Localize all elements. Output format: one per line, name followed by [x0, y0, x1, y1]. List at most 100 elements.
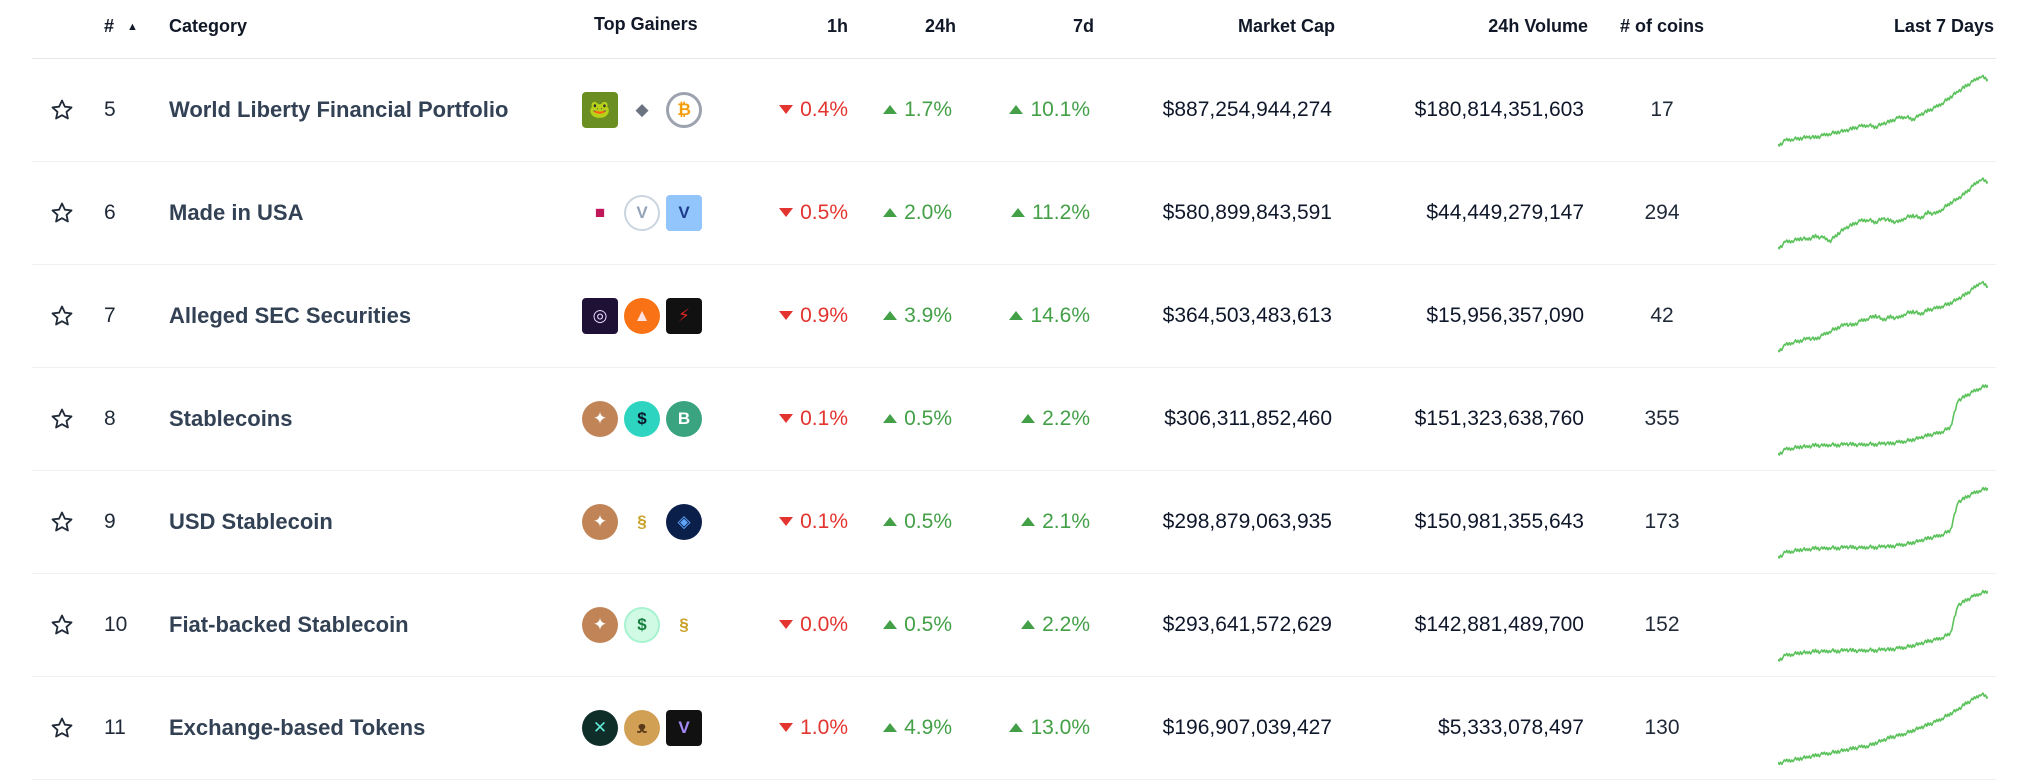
- change-7d-value: 13.0%: [1030, 715, 1090, 739]
- table-row[interactable]: 6 Made in USA ■ V V 0.5% 2.0% 11.2% $580,8…: [32, 161, 1996, 265]
- change-7d: 13.0%: [962, 676, 1090, 779]
- favorite-star-icon[interactable]: [48, 161, 76, 264]
- market-cap: $306,311,852,460: [1164, 406, 1332, 430]
- favorite-star-icon[interactable]: [48, 58, 76, 161]
- table-row[interactable]: 11 Exchange-based Tokens ✕ ᴥ V 1.0% 4.9% 1…: [32, 676, 1996, 780]
- table-row[interactable]: 7 Alleged SEC Securities ◎ ▲ ⚡ 0.9% 3.9% 1…: [32, 264, 1996, 368]
- change-1h-arrow-icon: [779, 620, 794, 629]
- coin-count: 130: [1644, 715, 1680, 739]
- change-1h-arrow-icon: [779, 311, 794, 320]
- 1h-header[interactable]: 1h: [826, 16, 848, 36]
- top-gainers-icons: ✦ $ B: [582, 367, 702, 470]
- change-1h: 0.1%: [732, 470, 848, 573]
- sparkline-chart: [1778, 691, 1988, 765]
- change-24h-value: 1.7%: [904, 97, 952, 121]
- change-7d: 2.1%: [962, 470, 1090, 573]
- change-1h-value: 0.5%: [800, 200, 848, 224]
- top-gainers-header[interactable]: Top Gainers: [594, 14, 698, 34]
- purple-v-icon[interactable]: V: [666, 709, 702, 746]
- favorite-star-icon[interactable]: [48, 264, 76, 367]
- category-name-link[interactable]: World Liberty Financial Portfolio: [169, 96, 509, 122]
- bronze-coin-icon[interactable]: ✦: [582, 606, 618, 643]
- shield-v-icon[interactable]: V: [624, 194, 660, 231]
- blue-v-icon[interactable]: V: [666, 194, 702, 231]
- blue-cube-icon[interactable]: ◈: [666, 503, 702, 540]
- sparkline-7d: [1772, 264, 1992, 367]
- category-name-link[interactable]: Alleged SEC Securities: [169, 302, 412, 328]
- pink-circle-icon[interactable]: ▲: [624, 297, 660, 334]
- sparkline-chart: [1778, 383, 1988, 456]
- change-24h-arrow-icon: [883, 414, 898, 423]
- change-7d-arrow-icon: [1011, 208, 1025, 217]
- change-24h: 2.0%: [852, 161, 952, 264]
- bronze-coin-icon[interactable]: ✦: [582, 400, 618, 437]
- change-24h: 4.9%: [852, 676, 952, 779]
- change-1h-value: 1.0%: [800, 715, 848, 739]
- table-row[interactable]: 10 Fiat-backed Stablecoin ✦ $ § 0.0% 0.5% …: [32, 573, 1996, 677]
- category-header[interactable]: Category: [169, 16, 248, 36]
- change-1h-arrow-icon: [779, 105, 794, 114]
- volume-24h: $180,814,351,603: [1414, 97, 1584, 121]
- category-name-link[interactable]: USD Stablecoin: [169, 508, 333, 534]
- pancake-bunny-icon[interactable]: ᴥ: [624, 709, 660, 746]
- lightning-icon[interactable]: ⚡: [666, 297, 702, 334]
- change-1h-arrow-icon: [779, 723, 794, 732]
- volume-24h: $151,323,638,760: [1414, 406, 1584, 430]
- change-7d: 10.1%: [962, 58, 1090, 161]
- x-coin-icon[interactable]: ✕: [582, 709, 618, 746]
- rank: 7: [104, 303, 116, 327]
- change-1h-value: 0.9%: [800, 303, 848, 327]
- favorite-star-icon[interactable]: [48, 470, 76, 573]
- change-7d: 11.2%: [962, 161, 1090, 264]
- 7d-header[interactable]: 7d: [1072, 16, 1094, 36]
- category-name-link[interactable]: Fiat-backed Stablecoin: [169, 611, 409, 637]
- volume-24h: $5,333,078,497: [1438, 715, 1584, 739]
- ethereum-icon[interactable]: ◆: [635, 99, 649, 119]
- green-dollar-icon[interactable]: $: [624, 606, 660, 643]
- change-1h: 0.5%: [732, 161, 848, 264]
- market-cap: $364,503,483,613: [1162, 303, 1332, 327]
- green-b-icon[interactable]: B: [666, 400, 702, 437]
- volume-24h: $150,981,355,643: [1414, 509, 1584, 533]
- change-24h: 3.9%: [852, 264, 952, 367]
- change-7d-arrow-icon: [1021, 620, 1036, 629]
- market-cap: $293,641,572,629: [1162, 612, 1332, 636]
- change-7d-arrow-icon: [1021, 517, 1036, 526]
- change-24h-arrow-icon: [883, 517, 898, 526]
- favorite-star-icon[interactable]: [48, 676, 76, 779]
- gold-swirl-icon[interactable]: §: [666, 606, 702, 643]
- table-row[interactable]: 5 World Liberty Financial Portfolio 🐸 ◆ ₿ …: [32, 58, 1996, 162]
- pepe-frog-icon[interactable]: 🐸: [582, 91, 618, 128]
- coins-count-header[interactable]: # of coins: [1619, 16, 1704, 36]
- sparkline-7d: [1772, 161, 1992, 264]
- change-24h-value: 0.5%: [904, 509, 952, 533]
- change-24h-arrow-icon: [883, 208, 898, 217]
- change-24h-arrow-icon: [883, 311, 898, 320]
- change-1h: 0.0%: [732, 573, 848, 676]
- gold-swirl-icon[interactable]: §: [624, 503, 660, 540]
- category-name-link[interactable]: Stablecoins: [169, 405, 293, 431]
- bronze-coin-icon[interactable]: ✦: [582, 503, 618, 540]
- dollar-shield-icon[interactable]: $: [624, 400, 660, 437]
- table-row[interactable]: 8 Stablecoins ✦ $ B 0.1% 0.5% 2.2% $306,31…: [32, 367, 1996, 471]
- 24h-volume-header[interactable]: 24h Volume: [1488, 16, 1588, 36]
- ring-icon[interactable]: ◎: [582, 297, 618, 334]
- sparkline-chart: [1778, 486, 1988, 559]
- change-7d-value: 2.2%: [1042, 612, 1090, 636]
- bitcoin-icon[interactable]: ₿: [666, 91, 702, 128]
- change-7d: 2.2%: [962, 367, 1090, 470]
- change-24h: 1.7%: [852, 58, 952, 161]
- favorite-star-icon[interactable]: [48, 573, 76, 676]
- table-row[interactable]: 9 USD Stablecoin ✦ § ◈ 0.1% 0.5% 2.1% $298…: [32, 470, 1996, 574]
- red-cube-icon[interactable]: ■: [594, 202, 606, 222]
- change-7d-value: 2.1%: [1042, 509, 1090, 533]
- market-cap-header[interactable]: Market Cap: [1237, 16, 1335, 36]
- change-7d-value: 11.2%: [1032, 200, 1090, 224]
- favorite-star-icon[interactable]: [48, 367, 76, 470]
- category-name-link[interactable]: Made in USA: [169, 199, 304, 225]
- top-gainers-icons: 🐸 ◆ ₿: [582, 58, 702, 161]
- 24h-header[interactable]: 24h: [924, 16, 956, 36]
- rank-header[interactable]: # ▲: [104, 16, 138, 37]
- coin-count: 173: [1644, 509, 1680, 533]
- category-name-link[interactable]: Exchange-based Tokens: [169, 714, 426, 740]
